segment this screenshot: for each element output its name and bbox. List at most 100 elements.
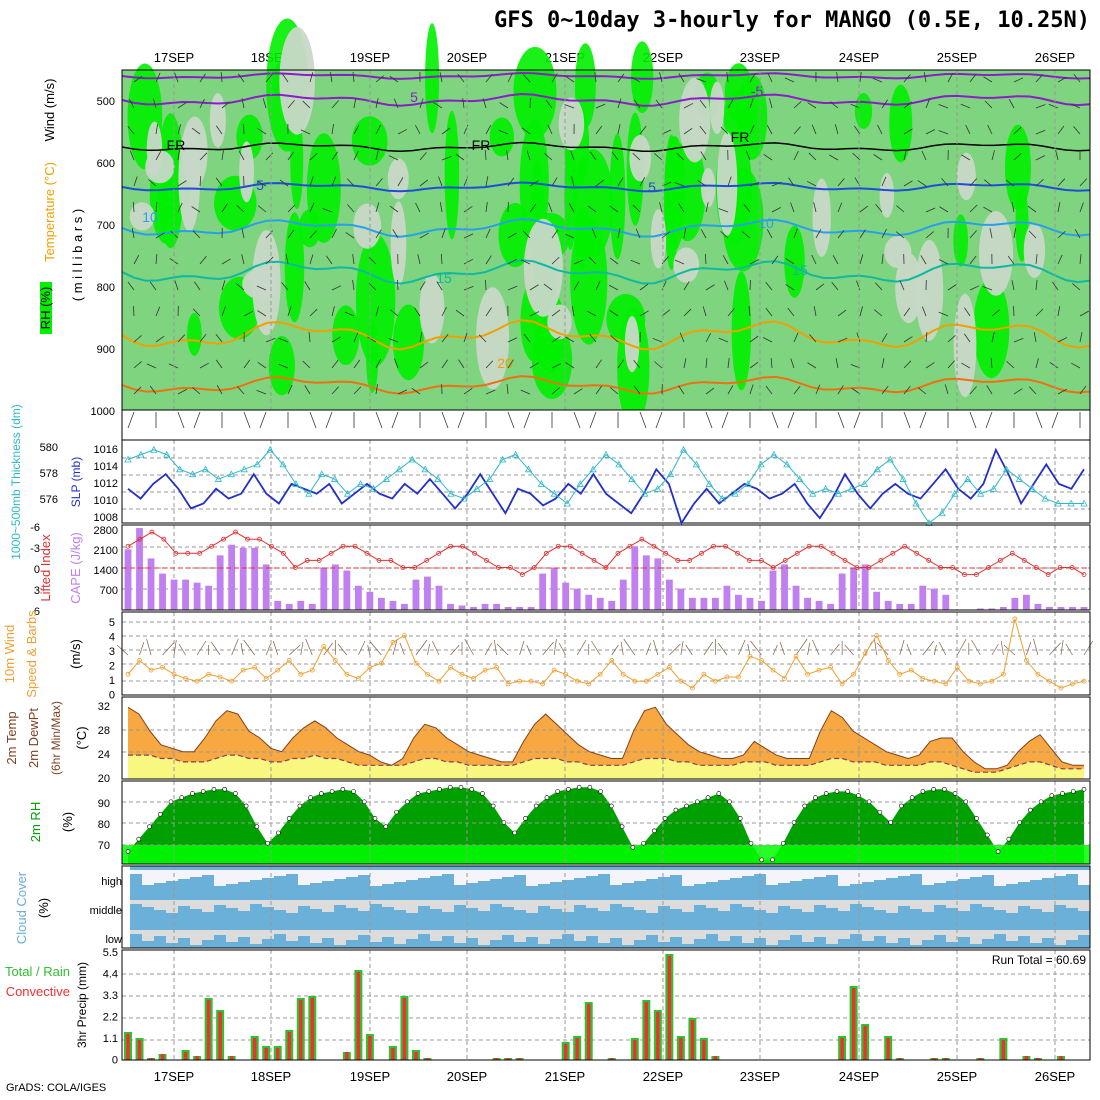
wind-barb: [545, 99, 553, 109]
wind-tick: 4: [109, 632, 115, 644]
wind-barb: [309, 176, 314, 187]
wind-barb: [969, 178, 977, 187]
wind-barb: [287, 100, 295, 109]
cape-bar: [354, 585, 362, 610]
wind-barb: [766, 125, 773, 135]
rh-point: [512, 830, 517, 836]
cloud-high-gap: [250, 870, 262, 880]
cloud-high-gap: [694, 870, 706, 884]
lifted-index-point: [866, 565, 872, 570]
wind-speed-point: [770, 667, 776, 673]
lifted-index-point: [555, 543, 561, 549]
cloud-high-gap: [742, 870, 754, 876]
wind-speed-point: [137, 658, 142, 663]
cloud-low-gap: [1066, 930, 1078, 940]
lifted-index-point: [221, 536, 227, 542]
wind-barb: [352, 254, 355, 265]
lifted-index-point: [472, 550, 477, 556]
wind-barb: [859, 254, 864, 265]
wind-barb: [903, 336, 913, 343]
wind-barb: [331, 386, 340, 395]
wind-barb: [367, 336, 377, 343]
wind-barb: [859, 72, 862, 83]
thickness-point: [718, 494, 726, 502]
precip-convective-bar: [517, 1058, 522, 1060]
wind-barb: [881, 333, 888, 343]
wind-barb: [1013, 338, 1024, 343]
thickness-point: [860, 480, 869, 487]
wind-barb: [1057, 230, 1066, 239]
surface-wind-barb: [211, 641, 221, 656]
rh-low-region: [956, 152, 976, 201]
wind-barb: [654, 361, 663, 369]
cloud-mid-gap: [718, 900, 730, 911]
wind-barb: [441, 127, 451, 135]
wind-barb: [155, 151, 162, 161]
cloud-mid-gap: [202, 900, 214, 912]
temp-axis-label-4: (°C): [74, 726, 89, 749]
run-total-label: Run Total = 60.69: [992, 953, 1087, 967]
wind-barb: [347, 204, 355, 213]
thickness-point: [886, 455, 894, 463]
wind-barb: [331, 176, 337, 187]
wind-barb: [903, 128, 913, 135]
wind-barb: [836, 72, 839, 83]
wind-barb: [806, 180, 817, 187]
cloud-high-gap: [1078, 870, 1090, 885]
wind-barb: [462, 98, 465, 109]
surface-wind-barb: [1026, 641, 1032, 656]
slp-axis-label: SLP (mb): [69, 457, 83, 507]
rh-low-region: [915, 239, 944, 341]
lifted-index-point: [997, 558, 1003, 563]
thickness-point: [834, 489, 843, 497]
wind-barb: [241, 254, 245, 265]
wind-barb: [917, 387, 927, 395]
wind-barb: [947, 360, 956, 369]
rh-point: [190, 791, 195, 796]
wind-barb: [565, 336, 575, 343]
cloud-mid-gap: [166, 900, 178, 913]
footer-credit: GrADS: COLA/IGES: [6, 1082, 107, 1094]
cloud-high-gap: [490, 870, 502, 879]
wind-barb: [133, 75, 143, 83]
wind-barb: [478, 334, 487, 343]
wind-barb: [353, 150, 359, 161]
wind-barb: [704, 253, 707, 265]
rh-low-region: [629, 134, 652, 182]
wind-barb: [463, 285, 474, 291]
cloud-mid-gap: [238, 900, 250, 911]
wind-barb: [573, 388, 583, 395]
cape-bar: [366, 591, 374, 610]
rh-low-region: [419, 274, 445, 344]
wind-barb: [875, 204, 883, 213]
cloud-mid-gap: [478, 900, 490, 911]
wind-axis-label-3: (m/s): [68, 639, 83, 669]
cloud-low-gap: [850, 930, 862, 934]
wind-barb: [1073, 126, 1081, 135]
surface-wind-barb: [645, 642, 652, 656]
cloud-low-gap: [670, 930, 682, 937]
surface-wind-barb: [162, 642, 174, 656]
date-label-bottom: 21SEP: [545, 1069, 585, 1084]
lifted-index-point: [1021, 558, 1027, 563]
wind-barb: [215, 177, 223, 187]
cloud-mid-gap: [418, 900, 430, 906]
wind-speed-point: [425, 671, 430, 677]
slp-tick: 1012: [94, 478, 118, 490]
surface-wind-barb: [259, 411, 267, 429]
wind-speed-point: [240, 667, 246, 673]
wind-speed-point: [321, 644, 327, 649]
wind-barb: [375, 358, 381, 369]
cloud-mid-gap: [1006, 900, 1018, 913]
surface-wind-barb: [325, 411, 333, 429]
wind-barb: [419, 98, 424, 109]
cape-bar: [700, 597, 708, 610]
wind-barb: [705, 387, 715, 395]
wind-barb: [727, 99, 734, 109]
cloud-mid-gap: [466, 900, 478, 908]
wind-barb: [652, 337, 663, 343]
surface-wind-barb: [922, 640, 935, 656]
cloud-mid-gap: [610, 900, 622, 904]
rh-point: [179, 795, 185, 800]
wind-barb: [368, 282, 377, 291]
